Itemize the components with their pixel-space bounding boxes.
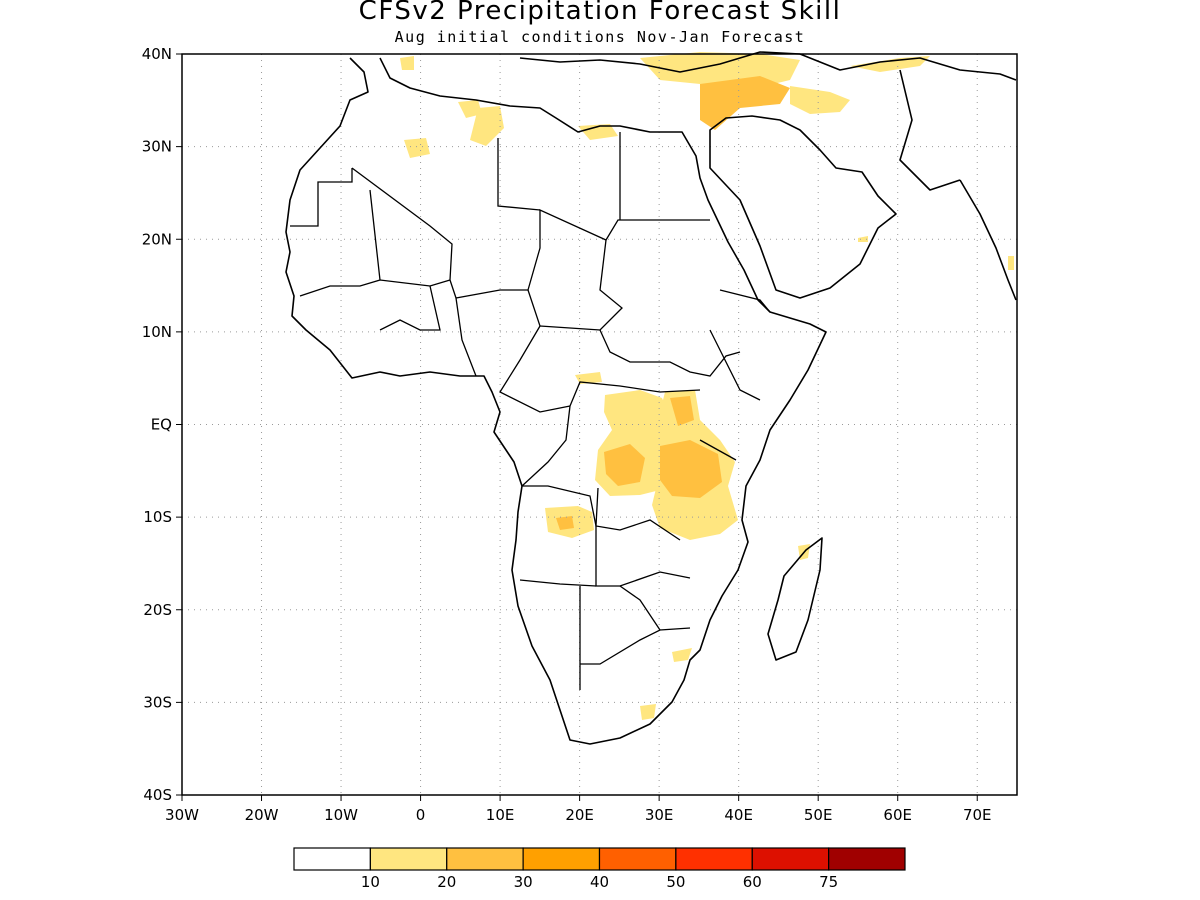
colorbar-bin bbox=[675, 847, 753, 871]
skill-patch-south-africa-2 bbox=[640, 704, 656, 720]
africa-coastline bbox=[285, 57, 827, 745]
colorbar-label: 30 bbox=[514, 873, 533, 891]
lat-tick-label: EQ bbox=[151, 416, 172, 434]
asia-outline bbox=[799, 53, 1017, 191]
colorbar-label: 60 bbox=[743, 873, 762, 891]
lon-tick-label: 50E bbox=[804, 806, 833, 824]
skill-shading bbox=[400, 52, 1014, 720]
skill-patch-morocco bbox=[400, 56, 414, 70]
lat-tick-label: 40N bbox=[142, 45, 172, 63]
skill-patch-tanzania-core bbox=[660, 440, 722, 498]
skill-patch-south-africa-1 bbox=[672, 648, 692, 662]
colorbar-bin bbox=[293, 847, 371, 871]
skill-patch-iran bbox=[790, 86, 850, 114]
skill-patch-congo-ne bbox=[575, 372, 602, 384]
colorbar-bin bbox=[828, 847, 906, 871]
map-frame bbox=[181, 53, 1018, 796]
colorbar-bin bbox=[598, 847, 677, 871]
latitude-axis-labels: 40N 30N 20N 10N EQ 10S 20S 30S 40S bbox=[142, 45, 182, 804]
skill-patch-india bbox=[1008, 256, 1014, 270]
skill-patch-levant bbox=[700, 76, 790, 130]
colorbar-bin bbox=[522, 847, 601, 871]
india-coastline bbox=[959, 179, 1017, 301]
chart-title: CFSv2 Precipitation Forecast Skill bbox=[358, 0, 842, 26]
colorbar-label: 20 bbox=[437, 873, 456, 891]
lat-tick-label: 10S bbox=[143, 508, 172, 526]
skill-patch-angola-core bbox=[556, 516, 574, 530]
country-borders bbox=[290, 132, 771, 690]
skill-patch-congo-core bbox=[604, 444, 645, 486]
colorbar-bin bbox=[446, 847, 524, 871]
colorbar-label: 40 bbox=[590, 873, 609, 891]
skill-patch-algeria-2 bbox=[470, 106, 504, 146]
colorbar-label: 10 bbox=[361, 873, 380, 891]
lat-tick-label: 10N bbox=[142, 323, 172, 341]
lon-tick-label: 70E bbox=[963, 806, 992, 824]
lon-tick-label: 40E bbox=[724, 806, 753, 824]
lon-tick-label: 20W bbox=[245, 806, 279, 824]
lon-tick-label: 30E bbox=[645, 806, 674, 824]
colorbar-bin bbox=[751, 847, 830, 871]
lon-tick-label: 10E bbox=[486, 806, 515, 824]
map-grid bbox=[182, 54, 1017, 795]
lon-tick-label: 20E bbox=[565, 806, 594, 824]
lat-tick-label: 40S bbox=[143, 786, 172, 804]
lat-tick-label: 20N bbox=[142, 230, 172, 248]
longitude-axis-labels: 30W 20W 10W 0 10E 20E 30E 40E 50E 60E 70E bbox=[165, 795, 992, 824]
skill-patch-algeria-1 bbox=[458, 100, 482, 118]
chart-subtitle: Aug initial conditions Nov-Jan Forecast bbox=[394, 28, 806, 46]
lon-tick-label: 30W bbox=[165, 806, 199, 824]
lon-tick-label: 0 bbox=[416, 806, 426, 824]
skill-patch-tunisia bbox=[578, 124, 618, 140]
colorbar-label: 50 bbox=[666, 873, 685, 891]
arabia-coastline bbox=[709, 115, 897, 299]
lat-tick-label: 20S bbox=[143, 601, 172, 619]
colorbar-label: 75 bbox=[819, 873, 838, 891]
madagascar-coastline bbox=[767, 537, 823, 661]
lat-tick-label: 30N bbox=[142, 138, 172, 156]
skill-patch-caspian bbox=[850, 56, 930, 72]
lon-tick-label: 60E bbox=[883, 806, 912, 824]
skill-patch-algeria-3 bbox=[404, 138, 430, 158]
lon-tick-label: 10W bbox=[324, 806, 358, 824]
lat-tick-label: 30S bbox=[143, 693, 172, 711]
colorbar: 10 20 30 40 50 60 75 bbox=[293, 847, 906, 891]
skill-patch-uganda-core bbox=[670, 396, 694, 426]
colorbar-bin bbox=[369, 847, 448, 871]
skill-patch-arabia bbox=[858, 236, 868, 242]
